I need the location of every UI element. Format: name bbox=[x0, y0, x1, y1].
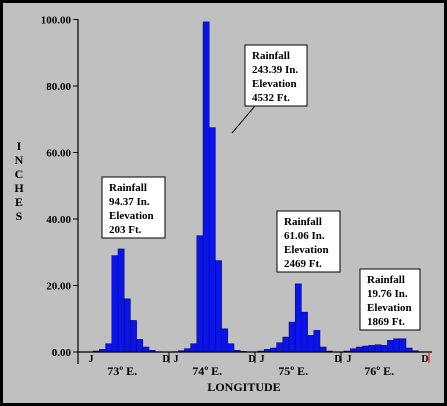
annotation-line: Rainfall bbox=[109, 182, 147, 194]
bar bbox=[288, 321, 296, 353]
bar bbox=[276, 342, 284, 353]
annotation-line: 61.06 In. bbox=[284, 230, 325, 242]
annotation-line: 19.76 In. bbox=[367, 288, 408, 300]
month-marker-start: J bbox=[89, 354, 94, 365]
bar bbox=[142, 346, 150, 353]
bar-layer bbox=[92, 21, 419, 353]
bar bbox=[221, 328, 229, 353]
bar bbox=[190, 343, 198, 353]
annotation-leader bbox=[231, 105, 256, 134]
longitude-label: 76º E. bbox=[364, 364, 394, 378]
y-tick-label: 0.00 bbox=[52, 347, 72, 359]
annotation-line: 1869 Ft. bbox=[367, 316, 405, 328]
bar bbox=[362, 345, 370, 353]
month-marker-end: D bbox=[162, 354, 169, 365]
bar bbox=[123, 298, 131, 353]
annotation-line: Elevation bbox=[252, 78, 297, 90]
annotation-line: 243.39 In. bbox=[252, 64, 298, 76]
y-axis-title-letter: E bbox=[15, 195, 23, 209]
annotation-box bbox=[244, 44, 308, 107]
bar bbox=[105, 343, 113, 353]
longitude-label: 75º E. bbox=[278, 364, 308, 378]
bar bbox=[130, 320, 137, 353]
month-marker-end: D bbox=[248, 354, 255, 365]
bar bbox=[307, 335, 315, 353]
y-tick-label: 20.00 bbox=[46, 281, 71, 293]
annotation-line: Rainfall bbox=[284, 216, 322, 228]
bar bbox=[202, 21, 210, 353]
y-axis-title-letter: H bbox=[14, 181, 24, 195]
bar bbox=[227, 343, 235, 353]
axis-layer bbox=[77, 19, 432, 364]
bar bbox=[196, 235, 204, 353]
longitude-label: 73º E. bbox=[107, 364, 137, 378]
bar bbox=[319, 346, 327, 353]
y-tick-label: 40.00 bbox=[46, 214, 71, 226]
month-marker-start: J bbox=[347, 354, 352, 365]
y-tick-label: 60.00 bbox=[46, 148, 71, 160]
bar bbox=[313, 330, 321, 353]
bar bbox=[399, 338, 407, 353]
month-marker-start: J bbox=[260, 354, 265, 365]
bar bbox=[215, 260, 222, 353]
y-axis-title-letter: C bbox=[15, 167, 24, 181]
annotation-box bbox=[101, 176, 166, 239]
bar bbox=[301, 311, 308, 353]
bar bbox=[368, 345, 376, 353]
bar bbox=[393, 338, 401, 353]
y-axis-title-letter: S bbox=[16, 209, 23, 223]
bar bbox=[117, 248, 125, 353]
annotation-line: Rainfall bbox=[252, 50, 290, 62]
bar bbox=[374, 344, 382, 353]
y-tick-label: 100.00 bbox=[41, 15, 72, 27]
bar bbox=[282, 336, 290, 353]
annotation-line: 94.37 In. bbox=[109, 196, 150, 208]
bar bbox=[380, 345, 388, 353]
annotation-line: Rainfall bbox=[367, 274, 405, 286]
bar bbox=[387, 340, 394, 353]
bar bbox=[111, 255, 119, 353]
month-marker-start: J bbox=[174, 354, 179, 365]
bar bbox=[294, 283, 302, 353]
month-marker-end: D bbox=[421, 354, 428, 365]
x-axis-title: LONGITUDE bbox=[207, 380, 280, 394]
annotation-line: 203 Ft. bbox=[109, 224, 142, 236]
bar bbox=[136, 339, 144, 353]
y-tick-label: 80.00 bbox=[46, 81, 71, 93]
y-tick-layer: 0.00 20.00 40.00 60.00 80.00 100.00 bbox=[41, 15, 78, 359]
annotation-line: Elevation bbox=[109, 210, 154, 222]
month-marker-end: D bbox=[334, 354, 341, 365]
annotation-line: Elevation bbox=[367, 302, 412, 314]
annotation-line: Elevation bbox=[284, 244, 329, 256]
longitude-label: 74º E. bbox=[192, 364, 222, 378]
annotation-box bbox=[276, 210, 341, 273]
bar bbox=[208, 127, 216, 353]
annotation-box bbox=[359, 268, 421, 331]
annotation-layer: Rainfall 94.37 In. Elevation 203 Ft. Rainfal… bbox=[101, 44, 421, 331]
annotation-line: 2469 Ft. bbox=[284, 258, 322, 270]
annotation-line: 4532 Ft. bbox=[252, 92, 290, 104]
bar bbox=[356, 346, 363, 353]
y-axis-title-letter: I bbox=[17, 139, 22, 153]
y-axis-title-letter: N bbox=[15, 153, 24, 167]
